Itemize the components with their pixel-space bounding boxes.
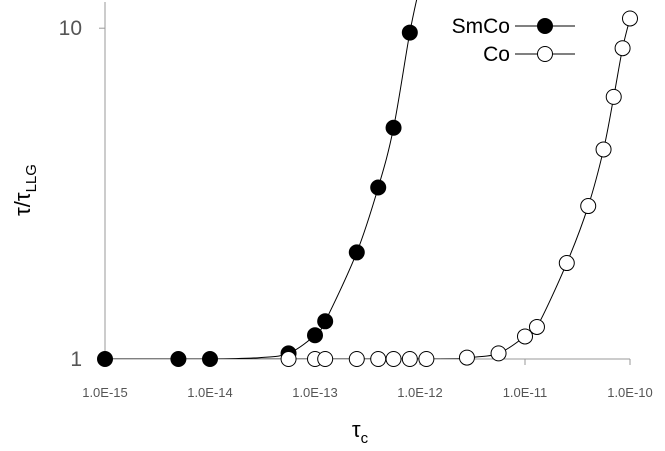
data-point-co bbox=[517, 328, 533, 345]
data-point-co bbox=[490, 345, 507, 362]
x-ticks: 1.0E-15 1.0E-14 1.0E-13 1.0E-12 1.0E-11 1.0E-… bbox=[82, 359, 653, 400]
data-point-co bbox=[558, 255, 575, 272]
data-point-co bbox=[605, 88, 622, 105]
data-point-smco bbox=[202, 351, 218, 367]
x-tick-label: 1.0E-12 bbox=[397, 385, 443, 400]
y-ticks: 1 10 bbox=[59, 17, 105, 371]
data-point-co bbox=[595, 141, 612, 158]
data-point-co bbox=[280, 351, 297, 367]
data-point-smco bbox=[317, 313, 334, 330]
markers bbox=[97, 10, 638, 367]
legend-label-co: Co bbox=[483, 43, 510, 66]
data-point-smco bbox=[97, 351, 113, 367]
x-tick-label: 1.0E-13 bbox=[292, 385, 338, 400]
data-point-co bbox=[418, 351, 435, 367]
data-point-smco bbox=[348, 244, 365, 261]
y-axis-label-sub: LLG bbox=[23, 164, 40, 192]
x-tick-label: 1.0E-15 bbox=[82, 385, 128, 400]
y-axis-label: τ/τLLG bbox=[10, 164, 40, 216]
data-point-smco bbox=[385, 119, 402, 136]
data-point-co bbox=[528, 318, 545, 335]
legend-marker-co bbox=[537, 46, 553, 62]
y-axis-label-main: τ/τ bbox=[10, 192, 35, 216]
x-axis-label-sub: c bbox=[361, 430, 369, 447]
data-point-co bbox=[614, 40, 631, 57]
x-tick-label: 1.0E-14 bbox=[187, 385, 233, 400]
data-point-smco bbox=[401, 24, 418, 41]
x-tick-label: 1.0E-10 bbox=[607, 385, 653, 400]
legend-item-co: Co bbox=[483, 43, 575, 66]
legend-label-smco: SmCo bbox=[452, 15, 510, 38]
y-tick-label: 1 bbox=[70, 348, 82, 371]
x-axis-label: τc bbox=[352, 417, 369, 447]
data-point-smco bbox=[170, 351, 187, 367]
data-point-smco bbox=[370, 179, 387, 196]
data-point-co bbox=[622, 10, 638, 27]
data-point-co bbox=[385, 351, 402, 367]
data-point-co bbox=[401, 351, 418, 367]
series-line-smco bbox=[105, 0, 418, 359]
data-point-smco bbox=[307, 327, 323, 344]
data-point-co bbox=[317, 351, 334, 367]
y-tick-label: 10 bbox=[59, 17, 82, 40]
legend-item-smco: SmCo bbox=[452, 15, 575, 38]
data-point-co bbox=[458, 349, 475, 366]
x-axis-label-main: τ bbox=[352, 417, 361, 442]
data-point-co bbox=[580, 198, 597, 215]
x-tick-label: 1.0E-11 bbox=[503, 385, 548, 400]
legend: SmCo Co bbox=[452, 15, 575, 66]
data-point-co bbox=[370, 351, 387, 367]
data-point-co bbox=[348, 351, 365, 367]
series-line-co bbox=[105, 18, 631, 359]
legend-marker-smco bbox=[537, 18, 553, 34]
